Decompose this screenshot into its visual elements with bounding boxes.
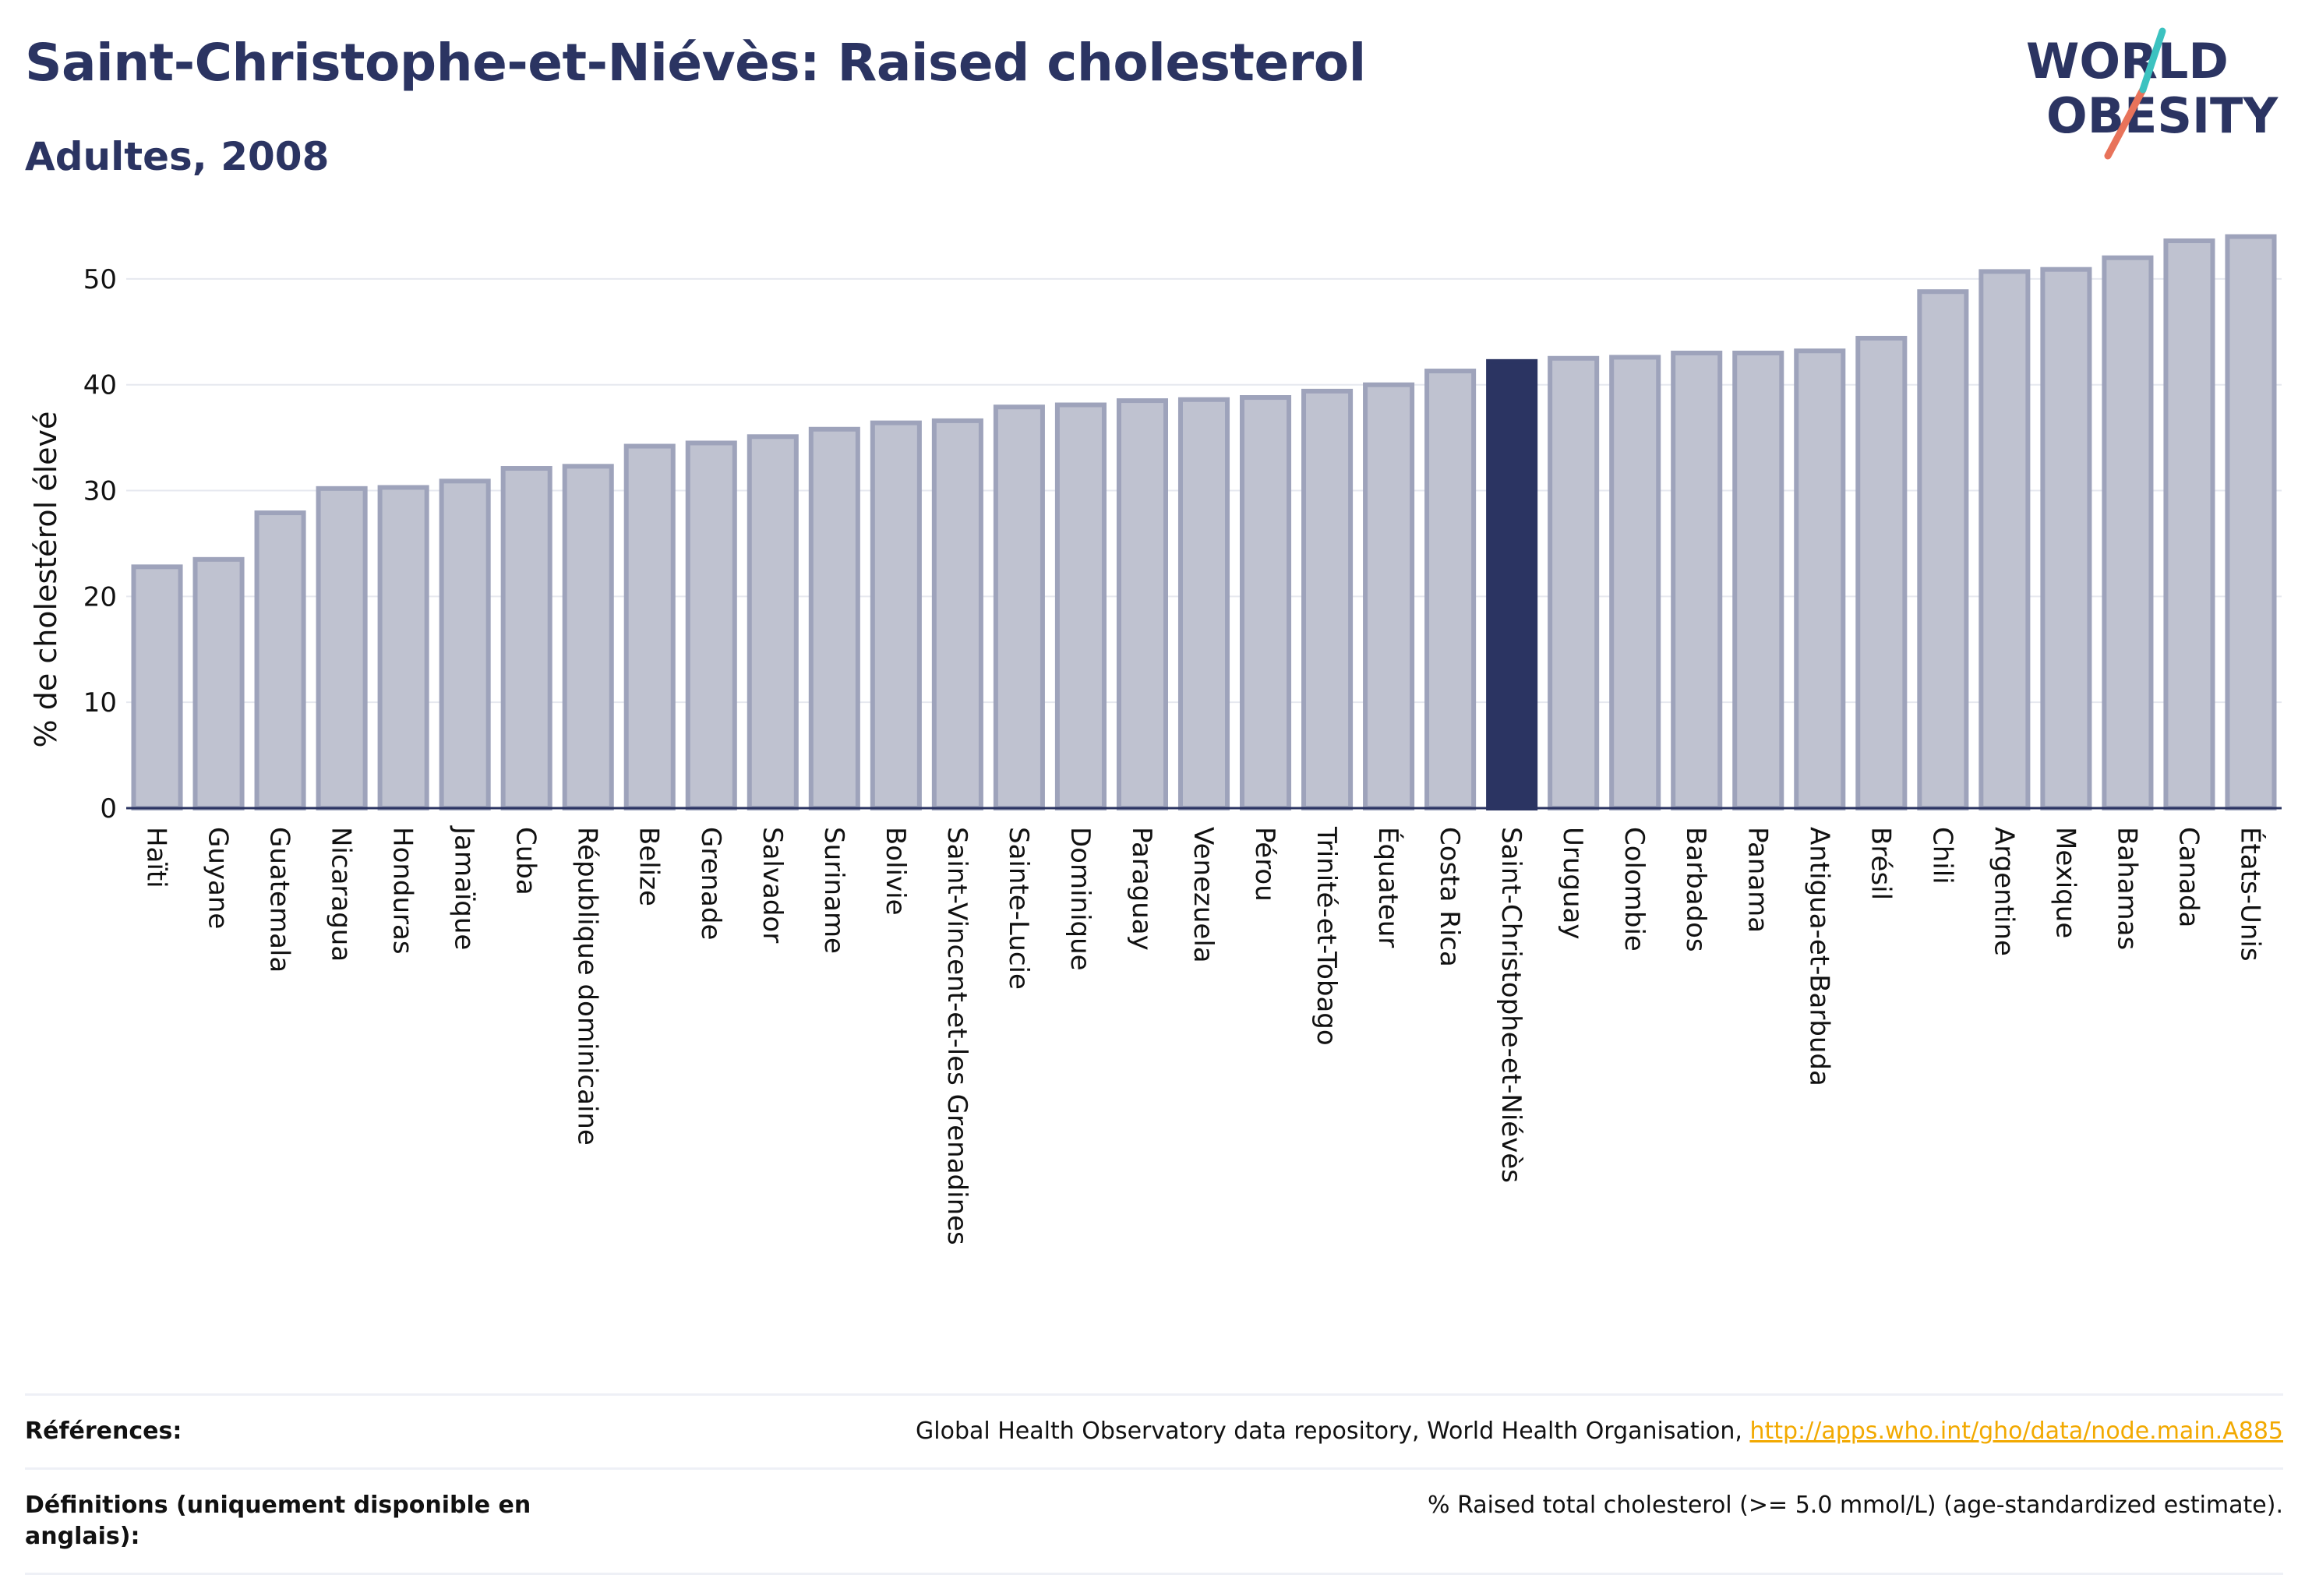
x-tick-label: Cuba [510, 827, 542, 895]
bar [1301, 388, 1354, 811]
x-tick-label: Grenade [695, 827, 726, 940]
y-tick-label: 20 [83, 581, 117, 613]
y-axis: 0 10 20 30 40 50 [83, 264, 117, 824]
bar [1671, 350, 1723, 810]
bar [1424, 369, 1477, 810]
x-tick-label: Pérou [1249, 827, 1280, 902]
x-tick-label: République dominicaine [572, 827, 603, 1146]
bar [192, 556, 245, 810]
y-tick-label: 40 [83, 370, 117, 401]
bar [1794, 348, 1846, 810]
x-tick-label: Salvador [757, 827, 788, 943]
definitions-value: % Raised total cholesterol (>= 5.0 mmol/… [1428, 1492, 2283, 1519]
x-tick-label: Suriname [818, 827, 849, 954]
y-tick-label: 0 [100, 793, 117, 824]
bar [931, 418, 983, 810]
bar-highlighted [1486, 358, 1538, 810]
bar-chart: 0 10 20 30 40 50 Haïti Guyane Guatemala Nicaragu… [29, 234, 2282, 1245]
bars [131, 234, 2277, 811]
references-text: Global Health Observatory data repositor… [916, 1418, 1750, 1445]
x-tick-label: Paraguay [1126, 827, 1157, 951]
bar [1363, 382, 1415, 810]
bar [2225, 234, 2277, 810]
x-tick-label: Barbados [1680, 827, 1711, 952]
x-tick-label: Jamaïque [449, 825, 480, 950]
references-row: Références: Global Health Observatory da… [25, 1393, 2283, 1467]
x-tick-label: Argentine [1988, 827, 2019, 956]
x-tick-label: Bahamas [2111, 827, 2142, 950]
chart-subtitle: Adultes, 2008 [25, 134, 330, 179]
x-tick-label: Nicaragua [326, 827, 357, 962]
bar [993, 404, 1045, 810]
bar [870, 420, 922, 810]
bar [1855, 335, 1908, 810]
logo-line2: OBESITY [2046, 87, 2279, 144]
bar [2163, 238, 2215, 811]
x-tick-label: Haïti [141, 827, 172, 888]
x-tick-label: Mexique [2049, 827, 2081, 938]
x-axis: Haïti Guyane Guatemala Nicaragua Honduras Jam… [126, 807, 2282, 1245]
bar [808, 426, 860, 811]
footer: Références: Global Health Observatory da… [25, 1393, 2283, 1575]
bar [377, 485, 429, 810]
x-tick-label: Trinité-et-Tobago [1311, 826, 1342, 1046]
bar [1177, 397, 1230, 810]
bar [131, 564, 183, 810]
x-tick-label: Costa Rica [1434, 827, 1465, 967]
x-tick-label: Saint-Christophe-et-Niévès [1495, 827, 1527, 1183]
chart-title: Saint-Christophe-et-Niévès: Raised chole… [25, 33, 1366, 93]
y-tick-label: 10 [83, 687, 117, 719]
x-tick-label: Venezuela [1188, 827, 1219, 963]
x-tick-label: Antigua-et-Barbuda [1803, 827, 1834, 1086]
references-link[interactable]: http://apps.who.int/gho/data/node.main.A… [1749, 1418, 2283, 1445]
x-tick-label: Belize [634, 827, 665, 906]
x-tick-label: Brésil [1865, 827, 1896, 900]
x-tick-label: Chili [1926, 827, 1957, 885]
y-tick-label: 30 [83, 476, 117, 507]
definitions-label: Définitions (uniquement disponible en an… [25, 1492, 531, 1550]
definitions-row: Définitions (uniquement disponible en an… [25, 1467, 2283, 1575]
x-tick-label: Colombie [1618, 827, 1650, 952]
logo-line1: WORLD [2026, 33, 2229, 90]
bar [1732, 350, 1784, 810]
x-tick-label: Sainte-Lucie [1003, 827, 1034, 990]
y-axis-label: % de cholestérol élevé [29, 411, 63, 748]
x-tick-label: Panama [1742, 827, 1773, 933]
y-tick-label: 50 [83, 264, 117, 295]
bar [623, 443, 676, 810]
logo-slash-lower [2104, 86, 2147, 160]
bar [1917, 289, 1969, 810]
x-tick-label: Honduras [387, 827, 418, 955]
world-obesity-logo: WORLD OBESITY [2026, 27, 2279, 160]
bar [439, 478, 491, 811]
x-tick-label: Guyane [203, 827, 234, 929]
x-tick-label: Uruguay [1557, 827, 1588, 940]
bar [562, 464, 614, 810]
bar [1116, 398, 1169, 810]
bar [254, 510, 306, 810]
x-tick-label: Dominique [1064, 827, 1096, 971]
bar [500, 466, 552, 810]
references-value: Global Health Observatory data repositor… [916, 1416, 2283, 1447]
x-tick-label: États-Unis [2234, 827, 2266, 962]
references-label: Références: [25, 1418, 182, 1445]
x-tick-label: Canada [2173, 827, 2204, 927]
x-tick-label: Équateur [1372, 827, 1404, 948]
bar [316, 486, 368, 810]
bar [2040, 267, 2092, 811]
bar [1609, 355, 1661, 810]
x-tick-label: Saint-Vincent-et-les Grenadines [941, 827, 972, 1245]
bar [2102, 255, 2154, 810]
bar [685, 440, 737, 810]
bar [747, 434, 799, 811]
x-tick-label: Guatemala [264, 827, 295, 973]
bar [1239, 395, 1292, 810]
x-tick-label: Bolivie [880, 827, 911, 916]
bar [1054, 402, 1107, 810]
bar [1978, 269, 2031, 811]
logo-slash-upper [2139, 27, 2166, 94]
bar [1548, 355, 1600, 811]
